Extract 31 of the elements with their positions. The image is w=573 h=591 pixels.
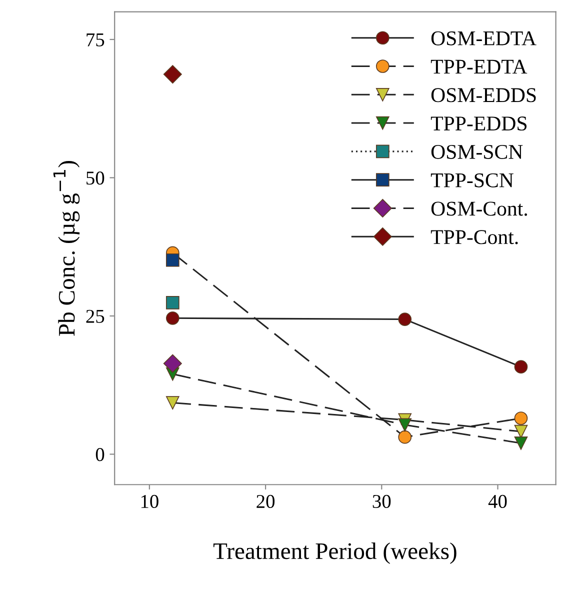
point bbox=[166, 296, 180, 310]
legend-label: TPP-SCN bbox=[430, 173, 514, 188]
point bbox=[514, 424, 528, 438]
y-tick-label: 75 bbox=[86, 33, 104, 46]
point bbox=[166, 312, 180, 325]
legend-label: TPP-EDTA bbox=[430, 60, 528, 74]
y-tick-label: 25 bbox=[86, 310, 104, 323]
x-tick-label: 30 bbox=[372, 494, 391, 508]
legend-label: TPP-Cont. bbox=[430, 230, 518, 244]
point bbox=[166, 253, 180, 267]
x-tick-label: 10 bbox=[141, 494, 158, 508]
x-axis-title: Treatment Period (weeks) bbox=[213, 542, 456, 564]
point bbox=[398, 418, 412, 432]
legend-label: OSM-SCN bbox=[431, 144, 523, 159]
point bbox=[514, 412, 528, 425]
point bbox=[514, 360, 528, 374]
y-tick-label: 50 bbox=[86, 172, 104, 185]
point bbox=[398, 312, 412, 326]
point bbox=[398, 430, 412, 444]
point bbox=[514, 436, 528, 450]
y-axis-title: Pb Conc. (µg g$^{−1}$) bbox=[53, 161, 80, 336]
x-tick-label: 20 bbox=[256, 494, 275, 508]
legend-label: TPP-EDDS bbox=[430, 116, 527, 131]
x-tick-label: 40 bbox=[488, 494, 507, 508]
point bbox=[166, 396, 180, 410]
legend-label: OSM-EDTA bbox=[431, 31, 536, 46]
legend-label: OSM-EDDS bbox=[431, 88, 536, 102]
y-tick-label: 0 bbox=[96, 448, 104, 462]
legend-label: OSM-Cont. bbox=[431, 202, 528, 216]
point bbox=[163, 354, 182, 373]
point bbox=[163, 65, 182, 84]
